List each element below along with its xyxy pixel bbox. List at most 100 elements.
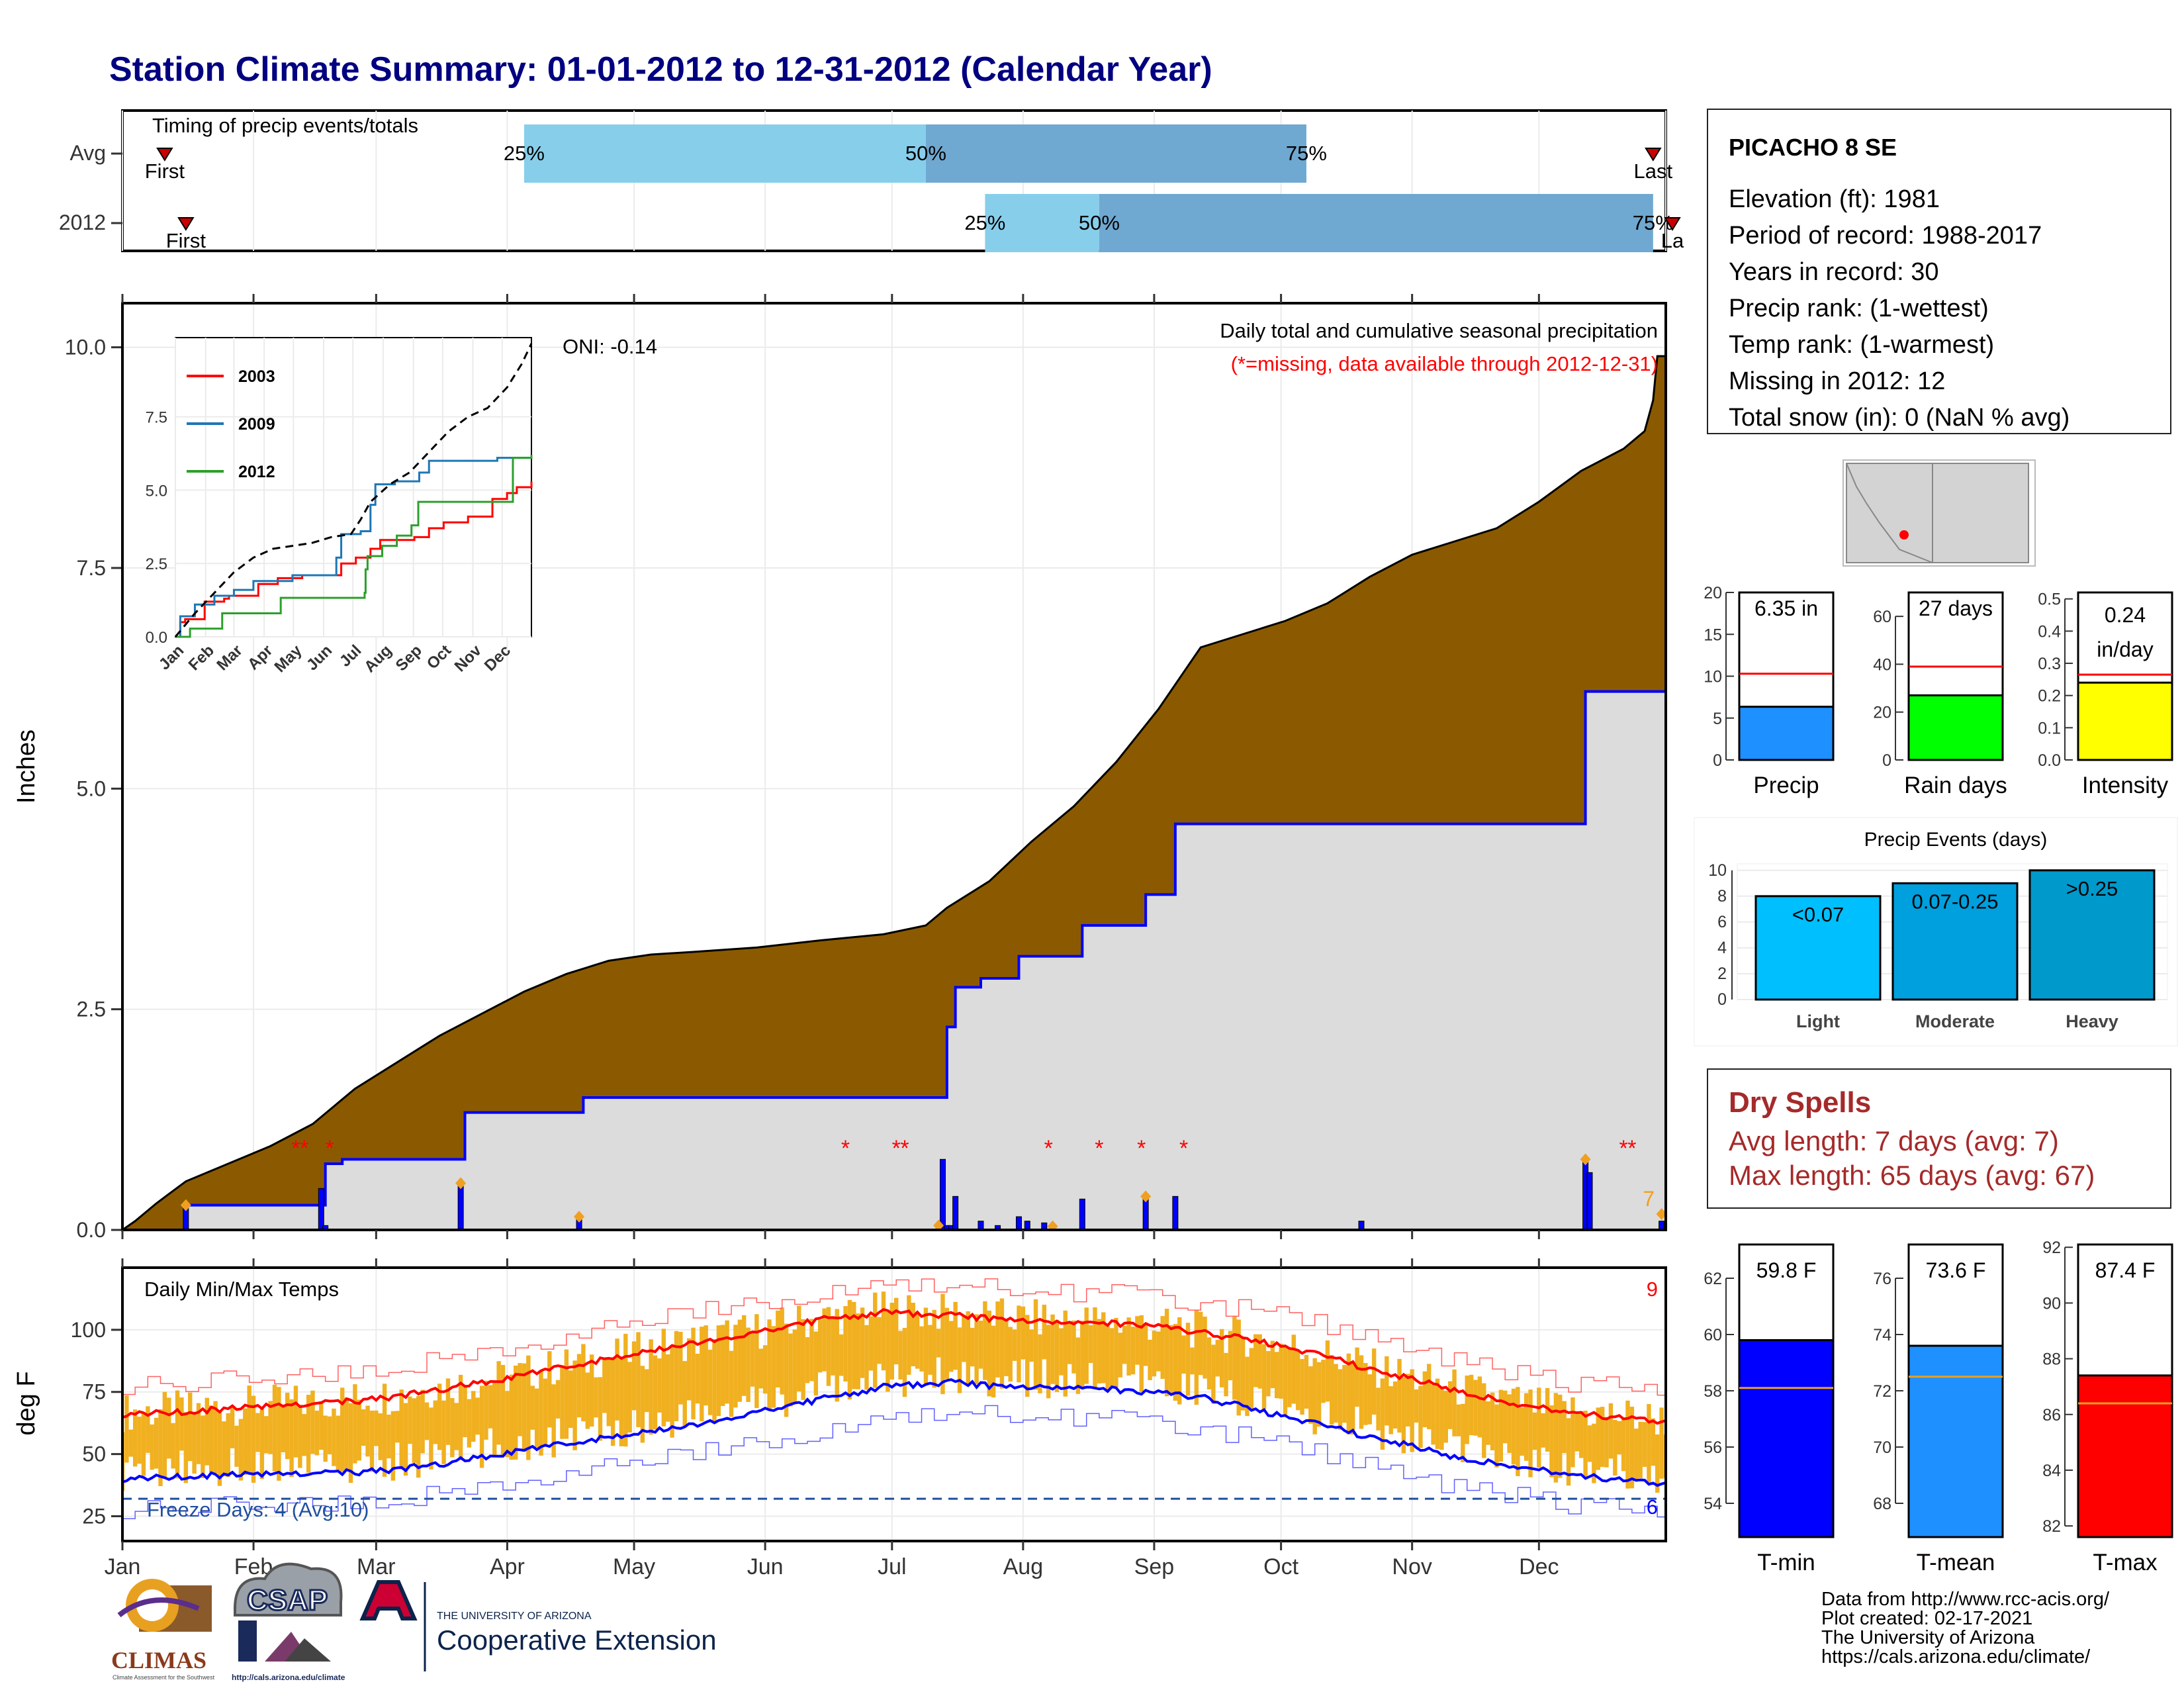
tmean-summary-tick-label: 74 — [1873, 1326, 1891, 1344]
daily-temp-range-bar — [509, 1374, 514, 1460]
daily-temp-range-bar — [661, 1329, 666, 1427]
daily-temp-range-bar — [513, 1365, 518, 1460]
daily-precip-bar — [1142, 1198, 1149, 1230]
tmax-summary-bar — [2077, 1374, 2173, 1538]
events-category-label: Light — [1796, 1011, 1840, 1031]
timing-first-label: First — [145, 160, 185, 183]
daily-temp-range-bar — [940, 1293, 945, 1395]
daily-temp-range-bar — [1152, 1331, 1157, 1377]
daily-temp-range-bar — [1613, 1420, 1617, 1476]
daily-temp-range-bar — [1245, 1356, 1250, 1417]
daily-temp-range-bar — [831, 1316, 835, 1376]
daily-temp-range-bar — [1604, 1417, 1609, 1468]
daily-temp-range-bar — [970, 1327, 975, 1367]
missing-day-asterisk: * — [900, 1136, 909, 1161]
daily-temp-range-bar — [1587, 1425, 1592, 1462]
daily-temp-range-bar — [1017, 1305, 1021, 1383]
temperature-bars: 54 56 58 60 62 T-min 59.8 F 68 70 72 74 76 T-mean 73.… — [1704, 1239, 2173, 1575]
daily-temp-range-bar — [991, 1325, 996, 1398]
inset-y-tick-label: 5.0 — [146, 482, 167, 500]
daily-temp-range-bar — [551, 1384, 556, 1458]
timing-last-label: Last — [1634, 160, 1673, 183]
daily-temp-range-bar — [847, 1299, 852, 1399]
raindays-summary-tick-label: 60 — [1873, 608, 1891, 626]
daily-temp-range-bar — [1439, 1387, 1444, 1450]
daily-temp-range-bar — [1583, 1411, 1588, 1477]
daily-temp-range-bar — [1655, 1434, 1660, 1493]
record-max-line — [122, 1278, 1666, 1396]
precip-summary-value: 6.35 in — [1754, 596, 1818, 620]
daily-temp-range-bar — [1524, 1393, 1529, 1461]
daily-temp-range-bar — [332, 1408, 336, 1466]
daily-temp-range-bar — [978, 1321, 983, 1369]
missing-day-asterisk: * — [1137, 1136, 1146, 1161]
daily-temp-range-bar — [475, 1397, 480, 1435]
daily-temp-range-bar — [691, 1327, 696, 1420]
precip-summary-bar — [1738, 706, 1835, 761]
daily-temp-range-bar — [788, 1333, 793, 1407]
month-label: Aug — [1003, 1554, 1044, 1579]
daily-temp-range-bar — [1498, 1389, 1504, 1462]
daily-temp-range-bar — [1516, 1387, 1520, 1476]
daily-temp-range-bar — [653, 1355, 658, 1430]
timing-panel: Timing of precip events/totals Avg 25% 50% 7… — [59, 109, 1684, 252]
orange-diamond-marker — [180, 1199, 191, 1211]
raindays-summary-tick-label: 0 — [1882, 751, 1891, 770]
daily-temp-range-bar — [450, 1397, 455, 1458]
temp-frame — [121, 1266, 1667, 1542]
daily-temp-range-bar — [369, 1411, 375, 1472]
inset-y-tick-label: 2.5 — [146, 555, 167, 573]
daily-temp-range-bar — [374, 1410, 379, 1446]
daily-temp-range-bar — [1050, 1314, 1055, 1384]
daily-precip-bar — [1172, 1196, 1179, 1230]
cumulative-2012-area — [122, 682, 1666, 1230]
daily-temp-range-bar — [1185, 1323, 1191, 1396]
daily-temp-range-bar — [805, 1336, 810, 1383]
daily-temp-range-bar — [902, 1327, 907, 1397]
daily-temp-range-bar — [725, 1320, 729, 1404]
daily-temp-range-bar — [615, 1338, 619, 1421]
daily-temp-range-bar — [1025, 1315, 1030, 1397]
daily-temp-range-bar — [983, 1301, 987, 1380]
daily-temp-range-bar — [1177, 1317, 1182, 1405]
daily-temp-range-bar — [907, 1295, 911, 1375]
month-label: Mar — [357, 1554, 396, 1579]
daily-temp-range-bar — [1651, 1418, 1656, 1466]
daily-temp-range-bar — [999, 1298, 1005, 1389]
timing-q25-label: 25% — [504, 142, 545, 165]
daily-temp-range-bar — [1617, 1421, 1621, 1455]
events-tick-label: 2 — [1717, 964, 1727, 983]
orange-diamond-marker — [1140, 1190, 1152, 1203]
month-label: Oct — [1263, 1554, 1298, 1579]
avg-max-temp-line — [122, 1308, 1666, 1425]
events-bar — [1891, 882, 2019, 1001]
daily-temp-range-bar — [1355, 1347, 1359, 1407]
daily-temp-range-bar — [1371, 1348, 1377, 1415]
daily-temp-range-bar — [995, 1301, 1000, 1378]
daily-temp-range-bar — [953, 1301, 958, 1370]
daily-temp-range-bar — [1063, 1310, 1068, 1397]
daily-temp-range-bar — [606, 1358, 611, 1427]
daily-temp-range-bar — [1295, 1350, 1300, 1411]
daily-temp-range-bar — [1418, 1385, 1423, 1448]
daily-temp-range-bar — [167, 1397, 171, 1459]
orange-diamond-marker — [1580, 1153, 1591, 1166]
daily-temp-range-bar — [399, 1389, 404, 1470]
intensity-summary-tick-label: 0.1 — [2038, 719, 2061, 737]
daily-temp-range-bar — [1566, 1418, 1571, 1486]
daily-precip-bar — [1079, 1198, 1085, 1230]
precip-summary-tick-label: 10 — [1704, 668, 1722, 686]
station-info-line: Period of record: 1988-2017 — [1729, 222, 2042, 250]
credit-line-1: Data from http://www.rcc-acis.org/ — [1821, 1589, 2110, 1610]
daily-temp-range-bar — [1435, 1378, 1440, 1449]
daily-temp-range-bar — [306, 1395, 311, 1473]
daily-temp-range-bar — [762, 1345, 768, 1394]
daily-temp-range-bar — [1465, 1375, 1469, 1444]
daily-temp-range-bar — [822, 1308, 827, 1372]
daily-temp-range-bar — [1199, 1311, 1203, 1376]
daily-temp-range-bar — [1160, 1316, 1165, 1379]
tmax-summary-category-label: T-max — [2093, 1550, 2158, 1575]
daily-temp-range-bar — [437, 1383, 442, 1450]
csap-wordmark: CSAP — [247, 1584, 328, 1617]
